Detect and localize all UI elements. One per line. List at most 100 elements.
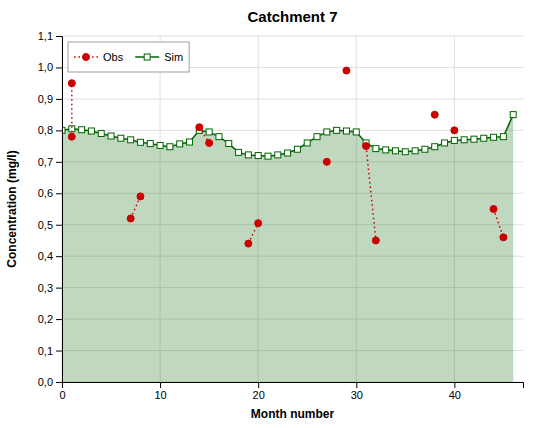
marker xyxy=(137,193,144,200)
tick-label: 0,6 xyxy=(38,187,53,199)
chart: 0102030400,00,10,20,30,40,50,60,70,80,91… xyxy=(0,0,543,428)
grid-line-y xyxy=(62,36,523,37)
tick-mark xyxy=(56,382,62,383)
marker xyxy=(343,128,349,134)
marker xyxy=(128,137,134,143)
marker xyxy=(491,134,497,140)
marker xyxy=(68,133,75,140)
legend-label: Obs xyxy=(103,51,124,63)
series-obs xyxy=(68,67,507,247)
marker xyxy=(343,67,350,74)
tick-label: 0,5 xyxy=(38,219,53,231)
tick: 0,2 xyxy=(38,313,62,325)
marker xyxy=(206,129,212,135)
legend: Obs Sim xyxy=(68,42,189,72)
marker xyxy=(383,147,389,153)
tick: 0,8 xyxy=(38,124,62,136)
marker xyxy=(167,144,173,150)
tick: 0,6 xyxy=(38,187,62,199)
tick: 1,0 xyxy=(38,61,62,73)
tick-mark xyxy=(454,382,455,388)
line xyxy=(72,71,504,244)
marker xyxy=(451,137,457,143)
tick-label: 0,1 xyxy=(38,345,53,357)
marker xyxy=(206,139,213,146)
marker xyxy=(432,144,438,150)
marker xyxy=(255,153,261,159)
tick-label: 30 xyxy=(351,389,363,401)
marker xyxy=(490,206,497,213)
marker xyxy=(392,148,398,154)
tick-label: 0,0 xyxy=(38,376,53,388)
tick: 20 xyxy=(253,382,265,401)
marker xyxy=(372,237,379,244)
tick-label: 0,3 xyxy=(38,282,53,294)
grid-line-y xyxy=(62,98,523,99)
tick-mark xyxy=(160,382,161,388)
tick-label: 1,1 xyxy=(38,30,53,42)
marker xyxy=(245,152,251,158)
marker xyxy=(402,149,408,155)
tick: 0,4 xyxy=(38,250,62,262)
legend-symbol xyxy=(144,54,150,60)
tick: 1,1 xyxy=(38,30,62,42)
legend-item: Obs xyxy=(74,51,124,63)
marker xyxy=(353,129,359,135)
marker xyxy=(412,148,418,154)
tick-mark xyxy=(56,256,62,257)
marker xyxy=(314,134,320,140)
legend-symbol xyxy=(83,54,90,61)
tick-label: 0,7 xyxy=(38,156,53,168)
marker xyxy=(510,112,516,118)
tick-label: 0,2 xyxy=(38,313,53,325)
marker xyxy=(324,129,330,135)
title: Catchment 7 xyxy=(247,8,337,25)
marker xyxy=(177,141,183,147)
plot-area xyxy=(62,67,516,382)
tick-label: 0,8 xyxy=(38,124,53,136)
x-axis: 010203040 xyxy=(59,382,523,401)
tick-mark xyxy=(56,99,62,100)
y-axis: 0,0 0,1 0,2 0,3 0,4 0,5 0,6 0,7 0,8 0,9 1,0 1,1 xyxy=(38,30,63,388)
tick-label: 0 xyxy=(59,389,65,401)
marker xyxy=(147,141,153,147)
marker xyxy=(451,127,458,134)
tick: 0,0 xyxy=(38,376,62,388)
marker xyxy=(196,124,203,131)
marker xyxy=(422,146,428,152)
marker xyxy=(255,220,262,227)
legend-item: Sim xyxy=(135,51,183,63)
marker xyxy=(461,137,467,143)
marker xyxy=(471,136,477,142)
tick: 0,7 xyxy=(38,156,62,168)
tick: 0,1 xyxy=(38,345,62,357)
axis-line xyxy=(63,383,524,389)
tick-mark xyxy=(56,351,62,352)
tick: 0,5 xyxy=(38,219,62,231)
tick-mark xyxy=(356,382,357,388)
tick-mark xyxy=(56,130,62,131)
marker xyxy=(226,141,232,147)
marker xyxy=(79,127,85,133)
legend-box xyxy=(68,42,189,72)
legend-label: Sim xyxy=(164,51,183,63)
marker xyxy=(216,134,222,140)
marker xyxy=(68,80,75,87)
area xyxy=(62,115,513,382)
marker xyxy=(500,134,506,140)
tick-label: 1,0 xyxy=(38,61,53,73)
marker xyxy=(373,146,379,152)
grid xyxy=(62,36,523,382)
tick-mark xyxy=(56,193,62,194)
tick: 40 xyxy=(449,382,461,401)
axis-line xyxy=(56,37,63,383)
tick-mark xyxy=(56,162,62,163)
line xyxy=(62,115,513,157)
series-sim xyxy=(62,112,516,382)
tick: 30 xyxy=(351,382,363,401)
tick: 0 xyxy=(59,382,65,401)
tick-label: 40 xyxy=(449,389,461,401)
tick-mark xyxy=(56,225,62,226)
tick: 0,9 xyxy=(38,93,62,105)
marker xyxy=(265,153,271,159)
